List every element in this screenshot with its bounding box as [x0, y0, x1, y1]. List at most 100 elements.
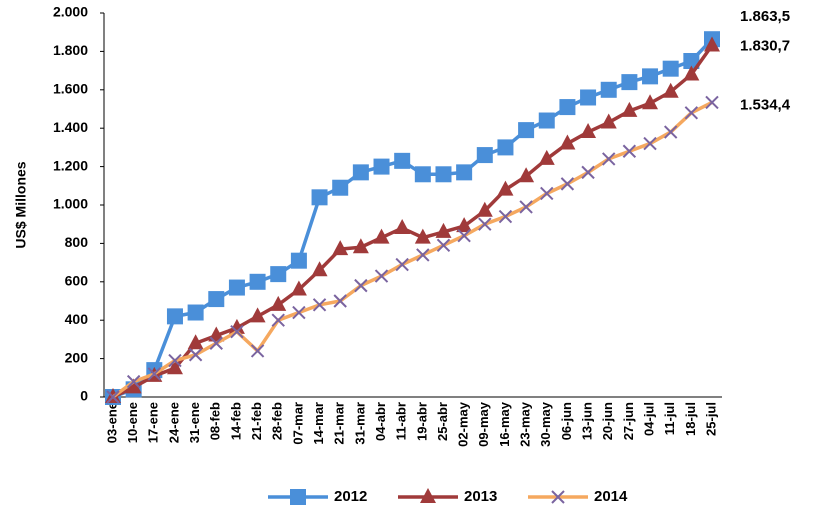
y-tick-label: 2.000 [53, 4, 88, 20]
x-tick-label: 25-abr [435, 402, 450, 441]
marker [559, 134, 576, 150]
x-tick-label: 10-ene [125, 402, 140, 443]
series-line [111, 100, 713, 399]
x-tick-label: 21-feb [249, 402, 264, 440]
marker [476, 201, 493, 217]
marker [602, 152, 616, 166]
x-tick-label: 31-mar [352, 402, 367, 445]
marker [270, 295, 287, 311]
marker [166, 359, 183, 375]
x-tick-label: 13-jun [580, 402, 595, 440]
x-tick-label: 11-jul [662, 402, 677, 435]
marker [600, 81, 617, 98]
x-tick-label: 30-may [538, 401, 553, 447]
marker [228, 279, 245, 296]
marker [270, 266, 287, 283]
marker [228, 318, 245, 334]
marker [497, 180, 514, 196]
x-tick-label: 08-feb [208, 402, 223, 440]
marker [166, 308, 183, 325]
marker [436, 238, 451, 253]
marker [250, 344, 265, 358]
y-tick-label: 1.800 [53, 42, 88, 58]
x-tick-label: 24-ene [166, 402, 181, 443]
x-tick-label: 04-abr [373, 402, 388, 441]
marker [230, 325, 244, 339]
marker [519, 200, 533, 214]
marker [420, 488, 436, 503]
x-tick-label: 04-jul [641, 402, 656, 436]
marker [249, 273, 266, 290]
value-label: 1.863,5 [740, 8, 790, 25]
x-tick-label: 27-jun [621, 402, 636, 440]
marker [600, 113, 617, 129]
x-tick-label: 21-mar [332, 402, 347, 445]
marker [208, 326, 225, 342]
x-tick-label: 11-abr [394, 402, 409, 440]
marker [125, 378, 142, 394]
marker [311, 189, 328, 206]
legend-item: 2012 [268, 488, 367, 505]
marker [187, 334, 204, 350]
marker [208, 291, 225, 308]
marker [540, 186, 554, 201]
marker [643, 136, 657, 151]
marker [662, 82, 679, 98]
series-line [112, 38, 714, 399]
marker [435, 222, 452, 238]
x-tick-label: 06-jun [559, 402, 574, 440]
x-tick-label: 23-may [518, 401, 533, 447]
x-tick-label: 31-ene [187, 402, 202, 443]
marker [705, 95, 719, 110]
legend-label: 2012 [334, 488, 367, 505]
marker [560, 177, 575, 191]
marker [456, 217, 473, 233]
marker [663, 125, 678, 139]
value-label: 1.534,4 [740, 96, 791, 113]
marker [395, 257, 409, 272]
marker [683, 65, 700, 81]
marker [290, 489, 306, 505]
marker [290, 280, 307, 296]
x-tick-label: 18-jul [683, 402, 698, 436]
marker [373, 158, 390, 175]
marker [581, 165, 595, 180]
marker [333, 294, 347, 308]
marker [292, 305, 306, 320]
marker [332, 179, 349, 196]
marker [126, 374, 141, 389]
x-tick-label: 17-ene [146, 402, 161, 443]
marker [106, 390, 120, 404]
legend-label: 2013 [464, 488, 497, 505]
marker [290, 252, 307, 269]
marker [518, 122, 535, 139]
y-tick-label: 1.000 [53, 196, 88, 212]
marker [416, 248, 430, 262]
marker [187, 304, 204, 321]
marker [551, 490, 565, 504]
marker [580, 89, 597, 106]
marker [683, 53, 700, 69]
legend-item: 2014 [528, 488, 628, 505]
marker [373, 228, 390, 244]
marker [435, 166, 452, 183]
marker [352, 164, 369, 181]
marker [312, 298, 327, 312]
marker [456, 164, 473, 181]
y-tick-label: 400 [65, 311, 89, 327]
y-tick-label: 0 [80, 388, 88, 404]
marker [662, 60, 679, 77]
marker [478, 217, 492, 231]
marker [498, 209, 513, 224]
marker [271, 313, 285, 327]
x-tick-label: 14-mar [311, 402, 326, 445]
marker [518, 167, 535, 183]
marker [580, 123, 597, 139]
marker [559, 99, 576, 116]
x-tick-label: 03-ene [104, 402, 119, 443]
x-tick-label: 02-may [456, 401, 471, 447]
marker [374, 269, 389, 283]
marker [476, 147, 493, 164]
y-tick-label: 200 [65, 349, 89, 365]
marker [311, 261, 328, 277]
